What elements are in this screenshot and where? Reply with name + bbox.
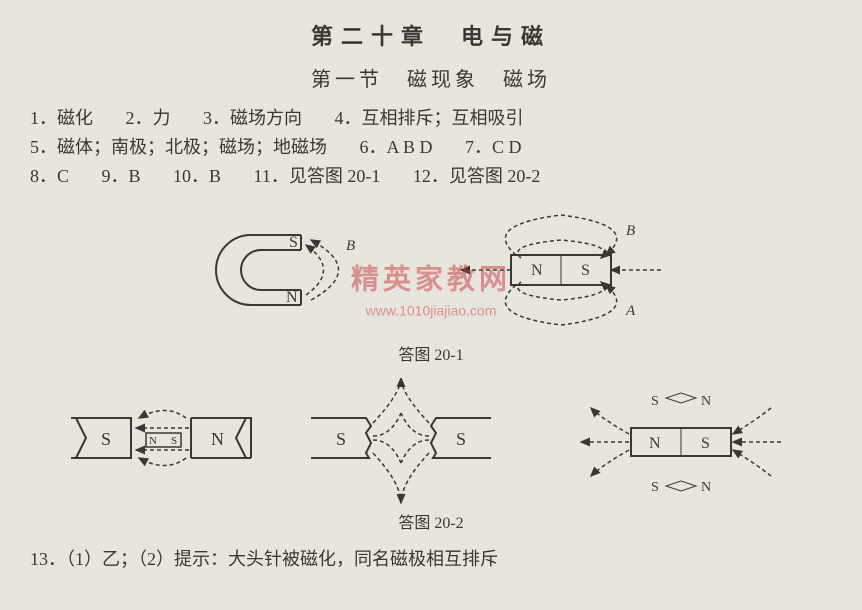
svg-text:N: N [149,435,157,447]
figure-20-1: S N B N S B A 答图 20-1 [30,200,832,368]
answer-row-1: 1．磁化 2．力 3．磁场方向 4．互相排斥；互相吸引 [30,105,832,132]
ans-9: 9．B [102,163,141,190]
svg-text:N: N [211,429,224,449]
answer-row-3: 8．C 9．B 10．B 11．见答图 20-1 12．见答图 20-2 [30,163,832,190]
svg-text:S: S [171,435,177,447]
svg-text:S: S [651,480,659,495]
figure-20-2: S N N S S S N S S N S N 答图 20-2 [30,378,832,536]
svg-text:N: N [531,262,543,279]
svg-text:S: S [651,394,659,409]
svg-text:N: N [701,480,711,495]
svg-text:B: B [626,223,635,239]
ans-7: 7．C D [465,134,522,161]
ans-2: 2．力 [126,105,171,132]
ans-3: 3．磁场方向 [203,105,302,132]
ans-11: 11．见答图 20-1 [254,163,381,190]
chapter-title: 第二十章 电与磁 [30,20,832,53]
section-title: 第一节 磁现象 磁场 [30,65,832,95]
ans-5: 5．磁体；南极；北极；磁场；地磁场 [30,134,327,161]
svg-text:N: N [286,289,298,306]
ans-6: 6．A B D [360,134,433,161]
svg-text:S: S [336,429,346,449]
ans-10: 10．B [173,163,221,190]
svg-text:N: N [701,394,711,409]
figure-caption-1: 答图 20-1 [30,344,832,368]
ans-1: 1．磁化 [30,105,93,132]
ans-8: 8．C [30,163,69,190]
svg-text:S: S [701,435,710,452]
ans-13: 13．（1）乙；（2）提示：大头针被磁化，同名磁极相互排斥 [30,546,498,573]
svg-text:N: N [649,435,661,452]
answer-row-2: 5．磁体；南极；北极；磁场；地磁场 6．A B D 7．C D [30,134,832,161]
answer-row-4: 13．（1）乙；（2）提示：大头针被磁化，同名磁极相互排斥 [30,546,832,573]
figure-caption-2: 答图 20-2 [30,512,832,536]
svg-text:B: B [346,238,355,254]
svg-text:S: S [581,262,590,279]
svg-text:A: A [625,303,636,319]
svg-text:S: S [101,429,111,449]
ans-4: 4．互相排斥；互相吸引 [335,105,524,132]
svg-text:S: S [289,234,298,251]
ans-12: 12．见答图 20-2 [413,163,541,190]
svg-text:S: S [456,429,466,449]
